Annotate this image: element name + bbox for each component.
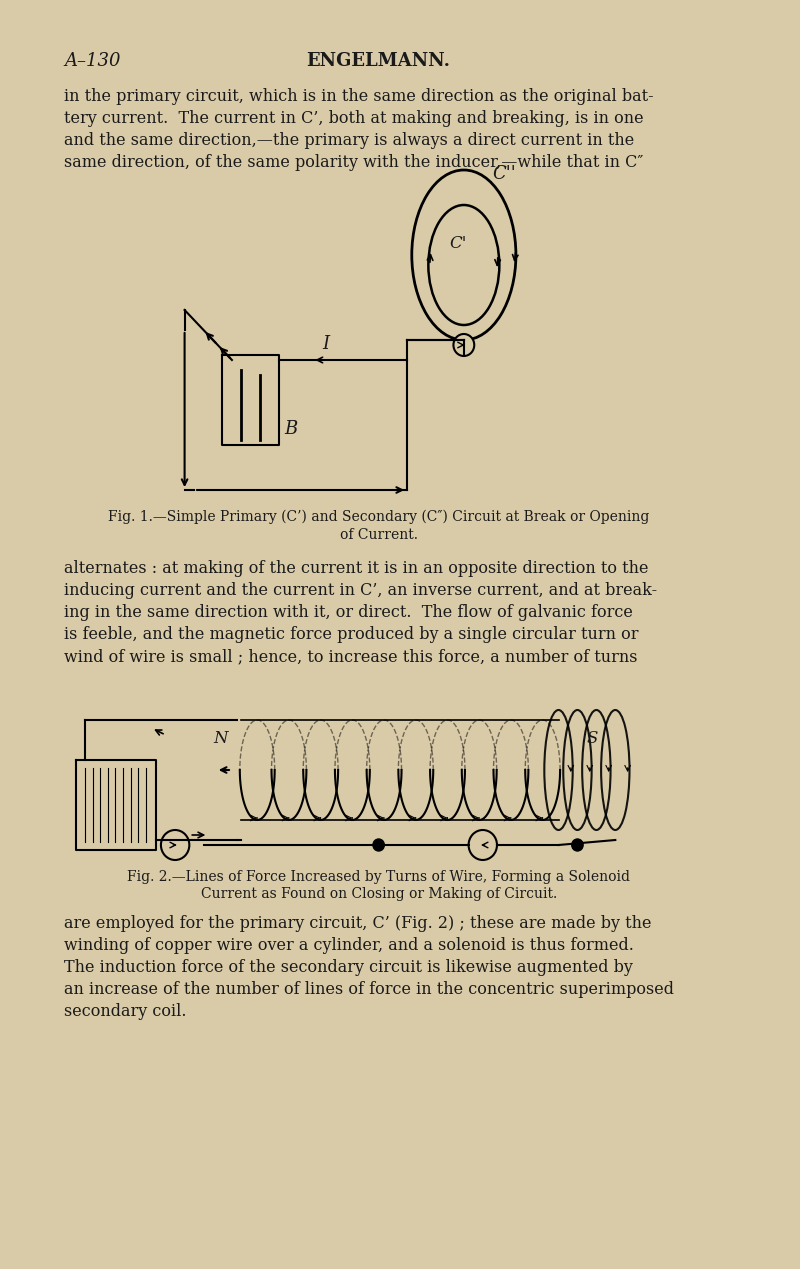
Ellipse shape [373, 839, 384, 851]
Text: winding of copper wire over a cylinder, and a solenoid is thus formed.: winding of copper wire over a cylinder, … [64, 937, 634, 954]
Text: in the primary circuit, which is in the same direction as the original bat-: in the primary circuit, which is in the … [64, 88, 654, 105]
Text: is feeble, and the magnetic force produced by a single circular turn or: is feeble, and the magnetic force produc… [64, 626, 639, 643]
Text: of Current.: of Current. [340, 528, 418, 542]
Ellipse shape [469, 830, 497, 860]
Text: ENGELMANN.: ENGELMANN. [306, 52, 450, 70]
Text: secondary coil.: secondary coil. [64, 1003, 187, 1020]
Text: wind of wire is small ; hence, to increase this force, a number of turns: wind of wire is small ; hence, to increa… [64, 648, 638, 665]
Text: S: S [587, 730, 598, 747]
Text: are employed for the primary circuit, C’ (Fig. 2) ; these are made by the: are employed for the primary circuit, C’… [64, 915, 652, 931]
Ellipse shape [161, 830, 190, 860]
Text: tery current.  The current in C’, both at making and breaking, is in one: tery current. The current in C’, both at… [64, 110, 644, 127]
Text: and the same direction,—the primary is always a direct current in the: and the same direction,—the primary is a… [64, 132, 634, 148]
Ellipse shape [454, 334, 474, 357]
Ellipse shape [572, 839, 583, 851]
Text: inducing current and the current in C’, an inverse current, and at break-: inducing current and the current in C’, … [64, 582, 658, 599]
Text: N: N [213, 730, 227, 747]
Text: C'': C'' [492, 165, 516, 183]
Text: I: I [322, 335, 329, 353]
Text: C': C' [450, 235, 467, 253]
Text: Fig. 2.—Lines of Force Increased by Turns of Wire, Forming a Solenoid: Fig. 2.—Lines of Force Increased by Turn… [127, 871, 630, 884]
Text: B: B [284, 420, 298, 438]
Text: ing in the same direction with it, or direct.  The flow of galvanic force: ing in the same direction with it, or di… [64, 604, 634, 621]
Text: The induction force of the secondary circuit is likewise augmented by: The induction force of the secondary cir… [64, 959, 634, 976]
Text: alternates : at making of the current it is in an opposite direction to the: alternates : at making of the current it… [64, 560, 649, 577]
Text: Current as Found on Closing or Making of Circuit.: Current as Found on Closing or Making of… [201, 887, 557, 901]
Text: an increase of the number of lines of force in the concentric superimposed: an increase of the number of lines of fo… [64, 981, 674, 997]
Text: A–130: A–130 [64, 52, 121, 70]
Text: same direction, of the same polarity with the inducer,—while that in C″: same direction, of the same polarity wit… [64, 154, 644, 171]
Text: Fig. 1.—Simple Primary (C’) and Secondary (C″) Circuit at Break or Opening: Fig. 1.—Simple Primary (C’) and Secondar… [108, 510, 650, 524]
